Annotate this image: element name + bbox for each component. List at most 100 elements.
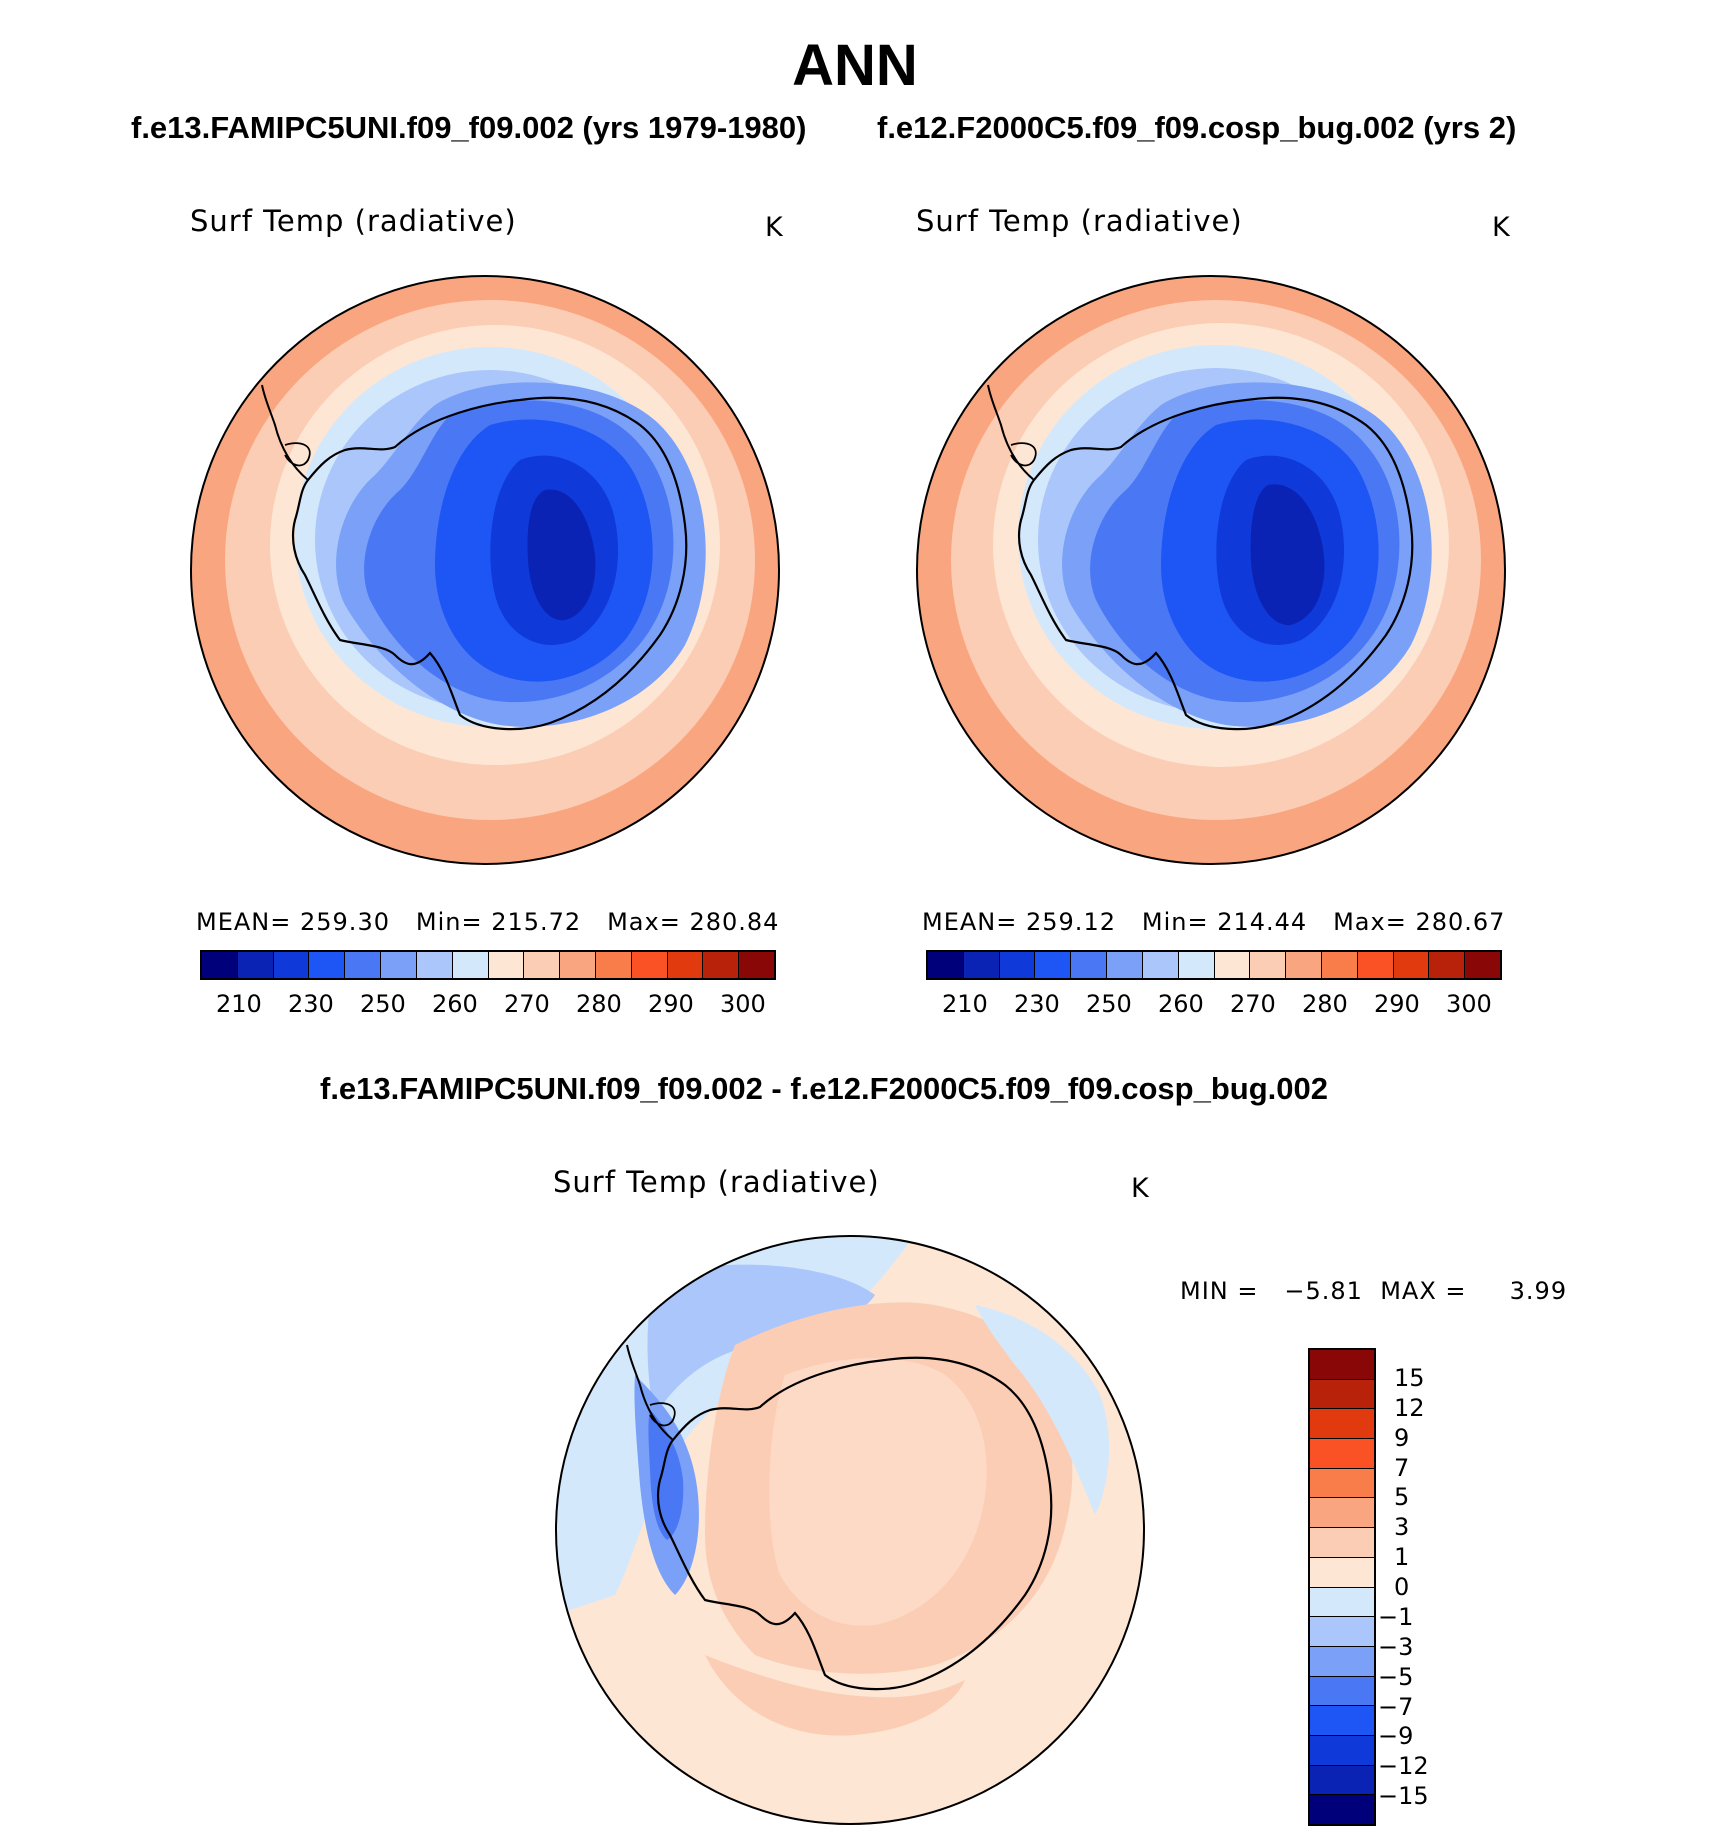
colorbar-swatch (416, 952, 453, 978)
colorbar-swatch (1310, 1379, 1374, 1410)
stats-left: MEAN= 259.30 Min= 215.72 Max= 280.84 (196, 908, 779, 936)
colorbar-ticks-left: 210 230 250 260 270 280 290 300 (200, 990, 776, 1020)
colorbar-tick-label: 290 (1374, 990, 1420, 1018)
colorbar-swatch (1310, 1557, 1374, 1588)
mean-label-right: MEAN= (922, 908, 1018, 936)
max-value-right: 280.67 (1415, 908, 1506, 936)
colorbar-tick-label: 5 (1394, 1483, 1410, 1512)
colorbar-swatch (524, 952, 561, 978)
variable-label-diff: Surf Temp (radiative) (553, 1165, 880, 1199)
colorbar-tick-label: 1 (1394, 1543, 1410, 1572)
colorbar-tick-label: 0 (1394, 1573, 1410, 1601)
variable-label-left: Surf Temp (radiative) (190, 204, 517, 238)
colorbar-tick-label: 270 (1230, 990, 1276, 1018)
colorbar-swatch (739, 952, 774, 978)
colorbar-swatch (1310, 1735, 1374, 1766)
difference-title: f.e13.FAMIPC5UNI.f09_f09.002 - f.e12.F20… (320, 1071, 1328, 1106)
colorbar-swatch (1310, 1617, 1374, 1647)
colorbar-swatch (667, 952, 704, 978)
colorbar-swatch (345, 952, 382, 978)
min-label-left: Min= (415, 908, 483, 936)
colorbar-swatch (595, 952, 632, 978)
colorbar-swatch (1310, 1646, 1374, 1677)
colorbar-tick-label: 260 (432, 990, 478, 1018)
colorbar-tick-label: 250 (1086, 990, 1132, 1018)
colorbar-swatch (1250, 952, 1287, 978)
units-label-left: K (765, 212, 783, 243)
colorbar-tick-label: 290 (648, 990, 694, 1018)
colorbar-tick-label: −1 (1378, 1602, 1414, 1631)
max-value-left: 280.84 (689, 908, 780, 936)
polar-map-right (916, 275, 1506, 865)
colorbar-tick-label: 300 (1446, 990, 1492, 1018)
colorbar-ticks-right: 210 230 250 260 270 280 290 300 (926, 990, 1502, 1020)
colorbar-swatch (1357, 952, 1394, 978)
max-label-right: Max= (1333, 908, 1407, 936)
colorbar-tick-label: 260 (1158, 990, 1204, 1018)
colorbar-swatch (381, 952, 417, 978)
diff-max-label: MAX = (1380, 1277, 1467, 1305)
polar-map-left (190, 275, 780, 865)
units-label-diff: K (1131, 1173, 1149, 1204)
diff-min-label: MIN = (1180, 1277, 1259, 1305)
min-label-right: Min= (1141, 908, 1209, 936)
min-value-right: 214.44 (1217, 908, 1308, 936)
colorbar-tick-label: 9 (1394, 1423, 1410, 1452)
colorbar-tick-label: 210 (942, 990, 988, 1018)
colorbar-tick-label: 300 (720, 990, 766, 1018)
colorbar-swatch (1465, 952, 1500, 978)
colorbar-swatch (1310, 1528, 1374, 1558)
units-label-right: K (1492, 212, 1510, 243)
colorbar-swatch (1393, 952, 1430, 978)
colorbar-tick-label: −12 (1378, 1752, 1429, 1781)
colorbar-swatch (1310, 1350, 1374, 1380)
colorbar-swatch (560, 952, 596, 978)
diff-max-value: 3.99 (1509, 1277, 1568, 1305)
colorbar-swatch (1107, 952, 1143, 978)
colorbar-tick-label: −15 (1378, 1782, 1429, 1811)
colorbar-right (926, 950, 1502, 980)
min-value-left: 215.72 (491, 908, 582, 936)
colorbar-tick-label: −3 (1378, 1632, 1414, 1661)
colorbar-swatch (631, 952, 668, 978)
colorbar-swatch (1310, 1587, 1374, 1618)
colorbar-swatch (309, 952, 346, 978)
colorbar-left (200, 950, 776, 980)
colorbar-tick-label: 230 (288, 990, 334, 1018)
polar-map-difference (555, 1235, 1145, 1825)
colorbar-swatch (1071, 952, 1108, 978)
colorbar-tick-label: 280 (576, 990, 622, 1018)
colorbar-swatch (202, 952, 238, 978)
colorbar-swatch (488, 952, 525, 978)
colorbar-tick-label: 7 (1394, 1453, 1410, 1482)
colorbar-tick-label: 210 (216, 990, 262, 1018)
colorbar-difference (1308, 1348, 1376, 1826)
colorbar-tick-label: 12 (1394, 1393, 1425, 1422)
variable-label-right: Surf Temp (radiative) (916, 204, 1243, 238)
colorbar-tick-label: 15 (1394, 1363, 1425, 1392)
colorbar-swatch (1310, 1409, 1374, 1440)
colorbar-swatch (1178, 952, 1215, 978)
colorbar-swatch (1310, 1795, 1374, 1824)
colorbar-swatch (1214, 952, 1251, 978)
max-label-left: Max= (607, 908, 681, 936)
colorbar-swatch (1321, 952, 1358, 978)
colorbar-tick-label: −9 (1378, 1722, 1414, 1751)
colorbar-tick-label: −7 (1378, 1692, 1414, 1721)
colorbar-swatch (1310, 1706, 1374, 1736)
colorbar-swatch (963, 952, 1000, 978)
colorbar-swatch (1142, 952, 1179, 978)
colorbar-swatch (452, 952, 489, 978)
colorbar-swatch (1310, 1439, 1374, 1469)
colorbar-tick-label: 3 (1394, 1513, 1410, 1542)
diff-min-value: −5.81 (1284, 1277, 1363, 1305)
colorbar-swatch (237, 952, 274, 978)
colorbar-swatch (1310, 1676, 1374, 1707)
colorbar-tick-label: −5 (1378, 1662, 1414, 1691)
case-title-right: f.e12.F2000C5.f09_f09.cosp_bug.002 (yrs … (877, 110, 1517, 145)
page-title: ANN (792, 33, 918, 98)
stats-right: MEAN= 259.12 Min= 214.44 Max= 280.67 (922, 908, 1505, 936)
colorbar-swatch (928, 952, 964, 978)
colorbar-swatch (273, 952, 310, 978)
case-title-left: f.e13.FAMIPC5UNI.f09_f09.002 (yrs 1979-1… (131, 110, 807, 145)
